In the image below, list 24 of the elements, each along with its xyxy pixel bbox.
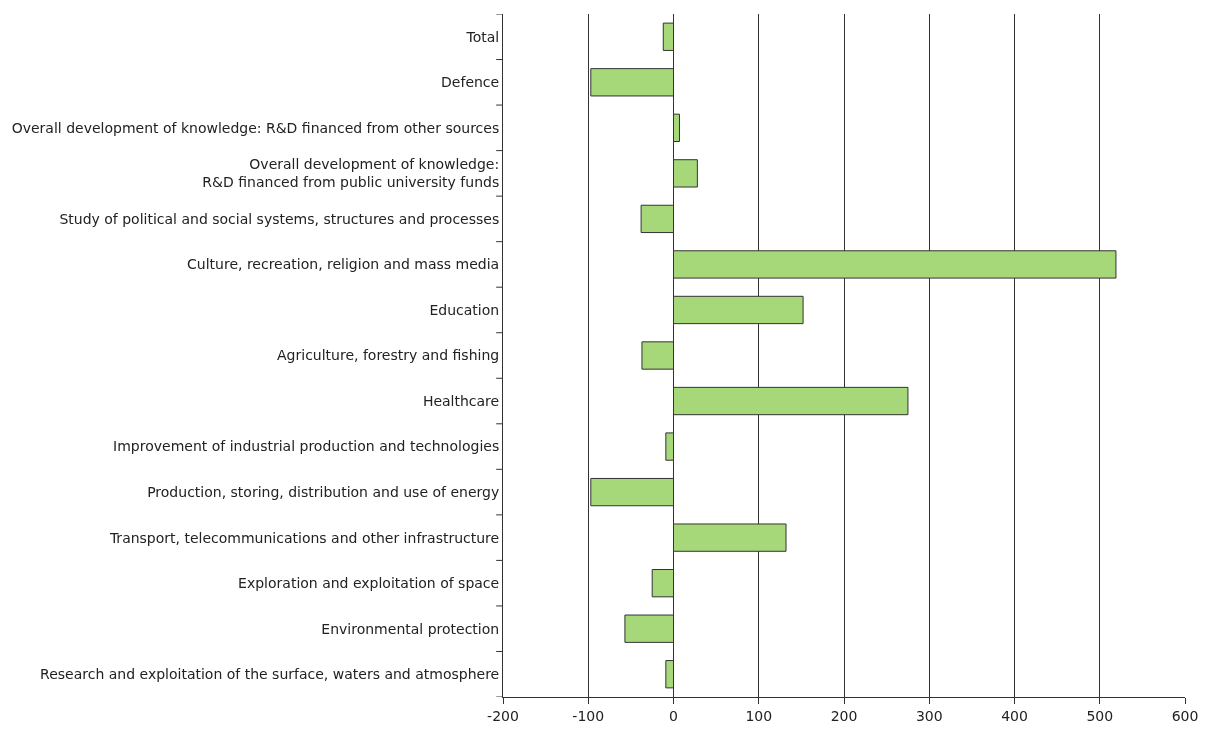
y-tick-label: Environmental protection xyxy=(321,620,500,637)
y-tick-label: Defence xyxy=(441,74,500,91)
y-tick-label: Study of political and social systems, structures and processes xyxy=(59,210,500,227)
y-tick-label: Education xyxy=(429,301,500,318)
y-tick-label: Overall development of knowledge: R&D financed from other sources xyxy=(11,119,500,136)
x-tick-label: 300 xyxy=(915,707,943,724)
y-tick-label: Transport, telecommunications and other infrastructure xyxy=(108,529,500,546)
y-tick-label: Agriculture, forestry and fishing xyxy=(277,347,500,364)
y-tick-label: Production, storing, distribution and use of energy xyxy=(147,484,500,500)
x-tick-label: 400 xyxy=(1001,707,1028,724)
x-tick-label: 0 xyxy=(669,707,678,724)
y-tick-label: Research and exploitation of the surface, waters and atmosphere xyxy=(40,666,500,683)
x-tick-label: 600 xyxy=(1171,707,1199,724)
y-tick-label: Improvement of industrial production and technologies xyxy=(113,438,500,455)
x-tick-label: 500 xyxy=(1086,707,1114,724)
x-tick-label: 100 xyxy=(745,707,773,724)
y-tick-label: Healthcare xyxy=(422,392,500,409)
y-tick-label: Exploration and exploitation of space xyxy=(238,575,500,592)
y-tick-label: Overall development of knowledge: R&D financed from public university funds xyxy=(202,156,500,191)
x-tick-label: 200 xyxy=(830,707,858,724)
x-tick-label: -100 xyxy=(572,707,605,724)
y-tick-label: Total xyxy=(465,28,500,45)
x-tick-label: -200 xyxy=(487,707,519,724)
y-tick-label: Culture, recreation, religion and mass media xyxy=(187,256,500,273)
